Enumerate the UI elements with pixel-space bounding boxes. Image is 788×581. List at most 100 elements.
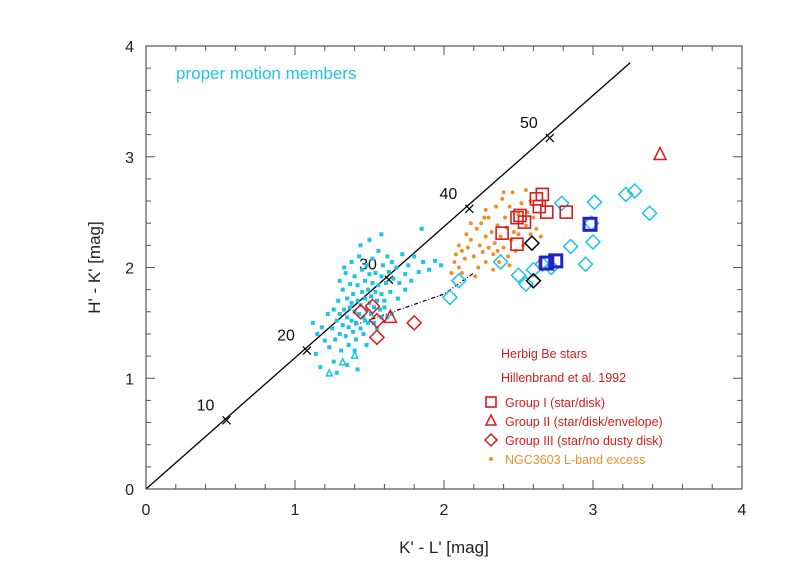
data-point — [507, 204, 512, 209]
data-point — [340, 323, 345, 328]
data-point — [363, 278, 368, 283]
calibration-label: 50 — [520, 115, 538, 132]
data-point — [523, 223, 528, 228]
data-point — [360, 267, 365, 272]
data-point — [334, 370, 339, 375]
data-point — [539, 255, 555, 271]
calibration-mark — [545, 133, 555, 143]
legend-label: Group I (star/disk) — [505, 396, 605, 410]
data-point — [483, 207, 488, 212]
data-point — [486, 245, 491, 250]
data-point — [313, 351, 318, 356]
data-point — [534, 256, 551, 273]
data-point — [364, 343, 369, 348]
data-point — [333, 337, 338, 342]
data-point — [450, 272, 467, 289]
data-point — [325, 312, 330, 317]
data-point — [334, 318, 339, 323]
plot-frame — [145, 45, 743, 490]
data-point — [395, 296, 400, 301]
data-point — [439, 263, 444, 268]
y-tick-label: 0 — [125, 482, 134, 499]
data-point — [492, 253, 509, 271]
data-point — [531, 215, 536, 220]
data-point — [358, 326, 363, 331]
data-point — [380, 263, 385, 268]
data-point — [331, 359, 336, 364]
legend-label: Group II (star/disk/envelope) — [505, 415, 663, 429]
data-point — [327, 345, 332, 350]
series-proper-motion-members-triangle — [325, 350, 359, 377]
data-point — [382, 298, 387, 303]
data-point — [586, 194, 603, 211]
data-point — [345, 296, 350, 301]
data-point — [373, 289, 378, 294]
data-point — [368, 312, 386, 329]
data-point — [352, 274, 357, 279]
data-point — [540, 205, 554, 219]
data-point — [406, 263, 411, 268]
y-axis-title: H' - K' [mag] — [85, 221, 104, 313]
data-point — [538, 234, 543, 239]
data-point — [510, 210, 524, 225]
data-point — [379, 292, 384, 297]
y-tick-label: 3 — [125, 150, 134, 167]
data-point — [383, 308, 398, 324]
data-point — [370, 256, 375, 261]
data-point — [342, 307, 347, 312]
series-group-ii-star-disk-envelope — [383, 145, 668, 324]
data-point — [449, 271, 454, 276]
series-group-iii-black-diamonds — [523, 235, 542, 289]
data-point — [617, 186, 634, 203]
data-point — [465, 245, 470, 250]
data-point — [483, 234, 488, 239]
data-point — [355, 367, 360, 372]
data-point — [562, 238, 579, 255]
data-point — [400, 252, 405, 257]
data-point — [351, 329, 356, 334]
data-point — [315, 331, 320, 336]
data-point — [468, 221, 473, 226]
data-point — [345, 362, 350, 367]
reference-line — [145, 62, 631, 490]
data-point — [361, 331, 366, 336]
data-point — [363, 318, 368, 323]
data-point — [354, 320, 359, 325]
data-point — [349, 300, 354, 305]
data-point — [385, 254, 390, 259]
data-point — [503, 215, 508, 220]
legend-marker — [483, 432, 499, 448]
data-point — [318, 365, 323, 370]
data-point — [523, 187, 528, 192]
data-point — [319, 325, 324, 330]
data-point — [367, 272, 372, 277]
data-point — [517, 215, 532, 229]
data-point — [523, 235, 540, 252]
data-point — [582, 216, 598, 232]
data-point — [494, 204, 499, 209]
data-point — [482, 215, 487, 220]
x-tick-label: 2 — [440, 502, 449, 519]
calibration-mark — [222, 415, 231, 425]
data-point — [377, 307, 382, 312]
data-point — [368, 329, 386, 346]
data-point — [357, 312, 362, 317]
data-point — [559, 205, 573, 219]
x-tick-label: 1 — [291, 502, 300, 519]
data-point — [358, 243, 363, 248]
data-point — [553, 195, 570, 212]
data-point — [383, 281, 388, 286]
data-point — [471, 254, 476, 259]
data-point — [389, 259, 394, 264]
data-point — [379, 274, 384, 279]
y-tick-label: 2 — [125, 261, 134, 278]
data-point — [456, 243, 461, 248]
calibration-label: 20 — [277, 328, 295, 345]
calibration-label: 40 — [440, 186, 458, 203]
data-point — [577, 256, 594, 273]
data-point — [403, 272, 408, 277]
data-point — [364, 307, 369, 312]
data-point — [501, 245, 506, 250]
data-point — [371, 320, 376, 325]
